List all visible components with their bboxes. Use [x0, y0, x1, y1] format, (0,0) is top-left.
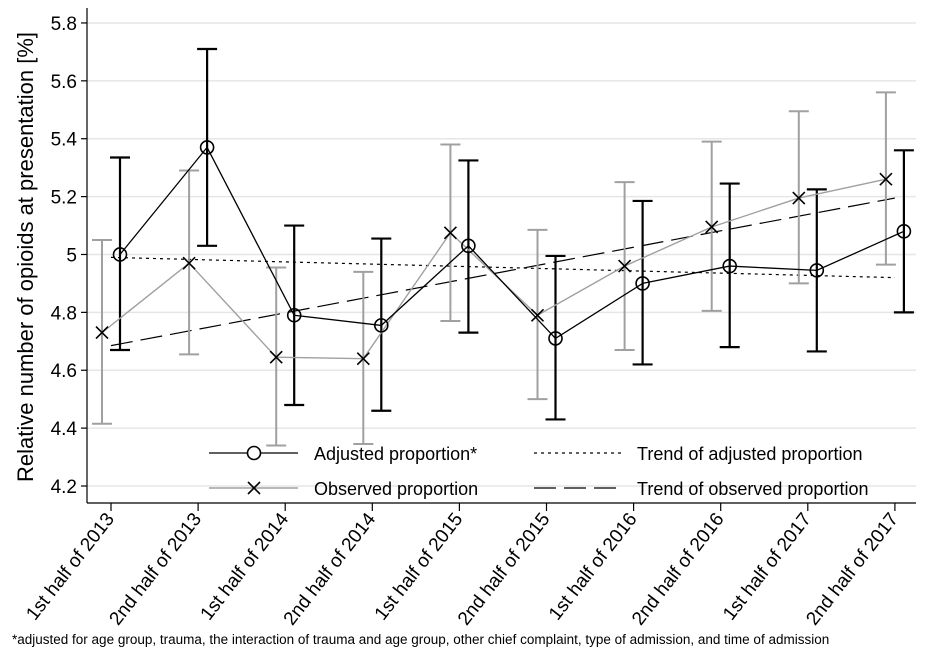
x-tick-label: 2nd half of 2014 — [280, 509, 381, 630]
x-marker-stroke — [792, 191, 806, 205]
legend-entry-adjusted: Adjusted proportion* — [209, 444, 477, 464]
error-bars — [92, 47, 914, 447]
trend-lines — [110, 197, 896, 347]
observed-point — [443, 226, 457, 240]
legend-x-icon — [247, 481, 261, 495]
y-tick-label: 5.4 — [51, 130, 78, 151]
legend-entry-observed: Observed proportion — [209, 479, 478, 499]
x-marker-stroke — [95, 326, 109, 340]
adjusted-point — [809, 263, 825, 278]
legend-circle-icon — [246, 445, 262, 461]
legend-entry-trend-adjusted: Trend of adjusted proportion — [534, 444, 862, 464]
observed-point — [530, 308, 545, 322]
legend: Adjusted proportion* Observed proportion T… — [209, 444, 868, 499]
legend-label: Adjusted proportion* — [314, 444, 477, 464]
error-bar-adjusted — [719, 182, 740, 349]
adjusted-point — [373, 318, 389, 333]
x-tick-label: 1st half of 2016 — [545, 509, 642, 624]
axes — [86, 8, 916, 504]
series-lines — [101, 146, 905, 360]
x-tick-label: 1st half of 2017 — [719, 509, 816, 624]
legend-label: Observed proportion — [314, 479, 478, 499]
observed-point — [95, 326, 109, 340]
trend-observed-line — [110, 197, 896, 347]
x-marker-stroke — [879, 172, 893, 186]
y-tick-label: 5.2 — [51, 188, 77, 209]
legend-label: Trend of observed proportion — [637, 479, 868, 499]
x-marker-stroke — [618, 259, 632, 273]
y-tick-label: 4.6 — [51, 361, 77, 382]
adjusted-point — [635, 276, 650, 291]
y-tick-label: 4.4 — [51, 419, 78, 440]
observed-point — [356, 352, 370, 366]
x-marker-stroke — [443, 226, 457, 240]
adjusted-point — [286, 307, 302, 323]
x-marker-stroke — [269, 350, 283, 364]
x-marker-stroke — [705, 220, 719, 234]
x-tick-label: 2nd half of 2013 — [106, 509, 206, 629]
x-tick-label: 2nd half of 2017 — [802, 509, 902, 629]
adjusted-line — [119, 146, 905, 340]
y-tick-label: 5 — [66, 245, 77, 266]
observed-point — [182, 256, 196, 270]
adjusted-point — [722, 258, 738, 274]
series-markers — [95, 140, 912, 366]
gridlines — [87, 22, 916, 487]
x-tick-label: 2nd half of 2015 — [454, 509, 554, 629]
x-tick-label: 1st half of 2013 — [22, 509, 119, 624]
y-tick-label: 4.2 — [51, 477, 77, 498]
legend-label: Trend of adjusted proportion — [637, 444, 862, 464]
y-axis-ticks: 4.2 4.4 4.6 4.8 5 5.2 5.4 5.6 5.8 — [51, 14, 87, 498]
observed-line — [101, 178, 887, 360]
adjusted-point — [548, 331, 563, 346]
observed-point — [269, 350, 283, 364]
footnote: *adjusted for age group, trauma, the int… — [12, 632, 830, 647]
adjusted-point — [199, 140, 215, 155]
observed-point — [618, 259, 632, 273]
x-marker-stroke — [356, 352, 370, 366]
x-tick-label: 1st half of 2014 — [197, 509, 294, 625]
x-marker-stroke — [530, 308, 545, 322]
trend-adjusted-line — [110, 256, 895, 279]
error-bar-adjusted — [632, 199, 653, 366]
y-tick-label: 5.6 — [51, 72, 77, 93]
x-tick-label: 2nd half of 2016 — [628, 509, 728, 629]
y-tick-label: 4.8 — [51, 303, 77, 324]
adjusted-point — [112, 247, 128, 262]
y-tick-label: 5.8 — [51, 14, 77, 35]
observed-point — [879, 172, 893, 186]
observed-point — [705, 220, 719, 234]
x-tick-label: 1st half of 2015 — [371, 509, 468, 624]
x-marker-stroke — [182, 256, 196, 270]
y-axis-title: Relative number of opioids at presentati… — [13, 32, 38, 482]
adjusted-point — [461, 238, 476, 254]
observed-point — [792, 191, 806, 205]
legend-entry-trend-observed: Trend of observed proportion — [534, 479, 868, 499]
adjusted-point — [896, 224, 912, 239]
